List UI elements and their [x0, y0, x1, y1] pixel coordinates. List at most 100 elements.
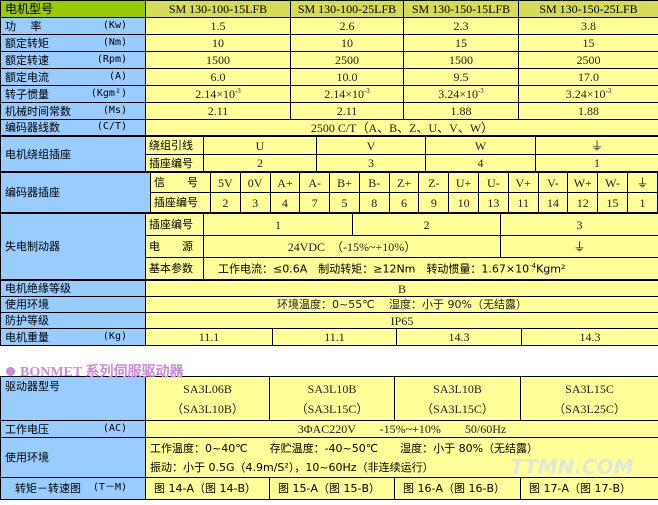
driver-model-label: 驱动器型号 [0, 376, 146, 421]
driver-table: 驱动器型号 SA3L06B （SA3L10B） SA3L10B （SA3L15C） SA… [0, 376, 658, 500]
row-label: 编码器线数 (C/T) [0, 119, 146, 136]
value-cell: 2500 [290, 51, 404, 69]
section-title: BONMET 系列伺服驱动器 [0, 346, 658, 380]
pin-cell: 2 [352, 213, 501, 236]
spec-row: 机械时间常数 (Ms) 2.11 2.11 1.88 1.88 [0, 102, 658, 120]
signal-cell: 0V [239, 172, 271, 193]
weight-cell: 14.3 [520, 328, 658, 346]
value-cell: 3.8 [518, 17, 658, 35]
encoder-socket-table: 编码器插座 信 号 5V 0V A+ A- B+ B- Z+ Z- U+ U- V+ V- W+ W- ⏚ … [0, 172, 658, 213]
lead-cell: U [203, 136, 317, 155]
torque-chart-cell: 图 17-A（图 17-B） [520, 477, 658, 500]
row-label: 额定转速 (Rpm) [0, 51, 146, 69]
row-label: 功 率 (Kw) [0, 17, 146, 35]
model-cell: SM 130-150-15LFB [403, 0, 519, 18]
weight-label: 电机重量 (Kg) [0, 328, 146, 346]
motor-misc-table: 电机绝缘等级 B 使用环境 环境温度：0~55℃ 湿度：小于 90%（无结露） 防护… [0, 280, 658, 346]
brake-label: 失电制动器 [0, 213, 146, 280]
protection-label: 防护等级 [0, 312, 146, 329]
pin-cell: 3 [500, 213, 658, 236]
row-label: 额定电流 (A) [0, 68, 146, 86]
row-label: 机械时间常数 (Ms) [0, 102, 146, 120]
encoder-lines-value: 2500 C/T（A、B、Z、U、V、W） [145, 119, 658, 136]
power-value: 24VDC （-15%~+10%） [203, 235, 501, 258]
value-cell: 2.14×10-3 [290, 85, 404, 103]
value-cell: 10.0 [290, 68, 404, 86]
value-cell: 1500 [403, 51, 519, 69]
pin-cell: 15 [597, 192, 628, 213]
driver-model-cell: SA3L15C （SA3L25C） [520, 376, 658, 421]
torque-chart-cell: 图 16-A（图 16-B） [394, 477, 521, 500]
value-cell: 15 [518, 34, 658, 52]
motor-spec-table: 电机型号 SM 130-100-15LFB SM 130-100-25LFB S… [0, 0, 658, 136]
driver-model-cell: SA3L10B （SA3L15C） [394, 376, 521, 421]
signal-cell: B- [358, 172, 390, 193]
header-row: 电机型号 SM 130-100-15LFB SM 130-100-25LFB S… [0, 0, 658, 18]
value-cell: 17.0 [518, 68, 658, 86]
ground-icon: ⏚ [626, 172, 658, 193]
pin-label: 插座编号 [149, 192, 211, 213]
value-cell: 3.24×10-3 [518, 85, 658, 103]
signal-cell: W- [597, 172, 628, 193]
model-label: 电机型号 [0, 0, 146, 18]
signal-cell: 5V [209, 172, 241, 193]
pin-cell: 6 [388, 192, 420, 213]
brake-table: 失电制动器 插座编号 1 2 3 电 源 24VDC （-15%~+10%） ⏚… [0, 213, 658, 280]
spec-row: 功 率 (Kw) 1.5 2.6 2.3 3.8 [0, 17, 658, 35]
driver-model-cell: SA3L06B （SA3L10B） [145, 376, 270, 421]
params-label: 基本参数 [145, 257, 204, 280]
torque-label: 转矩－转速图 (T－M) [0, 477, 146, 500]
pin-cell: 1 [535, 154, 658, 172]
spec-row: 额定转速 (Rpm) 1500 2500 1500 2500 [0, 51, 658, 69]
value-cell: 2.3 [403, 17, 519, 35]
pin-cell: 11 [507, 192, 539, 213]
signal-cell: V+ [507, 172, 539, 193]
value-cell: 10 [145, 34, 291, 52]
pin-cell: 1 [203, 213, 353, 236]
value-cell: 1.88 [518, 102, 658, 120]
signal-cell: U+ [448, 172, 479, 193]
encoder-socket-label: 编码器插座 [0, 172, 151, 213]
weight-cell: 14.3 [396, 328, 522, 346]
value-cell: 2500 [518, 51, 658, 69]
lead-label: 绕组引线 [145, 136, 204, 155]
value-cell: 1500 [145, 51, 291, 69]
winding-socket-table: 电机绕组插座 绕组引线 U V W ⏚ 插座编号 2 3 4 1 [0, 136, 658, 172]
voltage-value: 3ΦAC220V -15%~+10% 50/60Hz [145, 420, 658, 438]
lead-cell: V [316, 136, 426, 155]
params-value: 工作电流：≤0.6A 制动转矩：≥12Nm 转动惯量：1.67×10-4Kgm² [203, 257, 658, 280]
signal-cell: W+ [567, 172, 599, 193]
value-cell: 10 [290, 34, 404, 52]
weight-cell: 11.1 [145, 328, 273, 346]
signal-cell: V- [537, 172, 569, 193]
value-cell: 1.88 [403, 102, 519, 120]
pin-cell: 2 [203, 154, 317, 172]
driver-env-label: 使用环境 [0, 437, 146, 478]
row-label: 转子惯量 (Kgm²) [0, 85, 146, 103]
signal-label: 信 号 [149, 172, 211, 193]
pin-cell: 9 [418, 192, 450, 213]
spec-row: 额定转矩 (Nm) 10 10 15 15 [0, 34, 658, 52]
value-cell: 2.11 [290, 102, 404, 120]
signal-cell: Z- [418, 172, 450, 193]
driver-model-cell: SA3L10B （SA3L15C） [269, 376, 395, 421]
signal-cell: Z+ [388, 172, 420, 193]
environment-value: 环境温度：0~55℃ 湿度：小于 90%（无结露） [144, 296, 658, 313]
pin-cell: 1 [626, 192, 658, 213]
winding-label: 电机绕组插座 [0, 136, 146, 172]
insulation-value: B [144, 280, 658, 297]
value-cell: 2.11 [145, 102, 291, 120]
value-cell: 9.5 [403, 68, 519, 86]
model-cell: SM 130-150-25LFB [518, 0, 658, 18]
value-cell: 6.0 [145, 68, 291, 86]
pin-cell: 7 [299, 192, 331, 213]
pin-cell: 4 [269, 192, 301, 213]
lead-cell: W [425, 136, 536, 155]
torque-chart-cell: 图 15-A（图 15-B） [269, 477, 395, 500]
pin-cell: 8 [358, 192, 390, 213]
pin-cell: 3 [316, 154, 426, 172]
value-cell: 3.24×10-3 [403, 85, 519, 103]
signal-cell: B+ [329, 172, 360, 193]
environment-label: 使用环境 [0, 296, 146, 313]
